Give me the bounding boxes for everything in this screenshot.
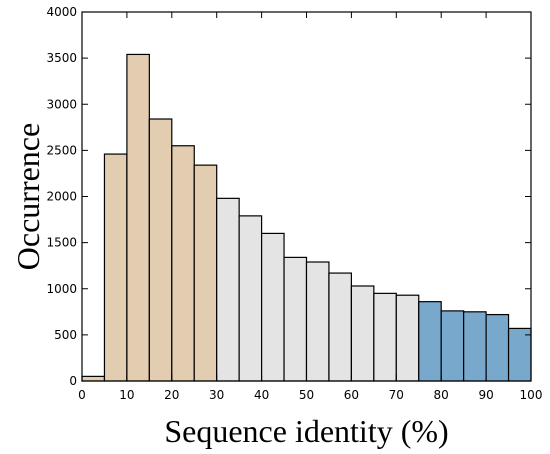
- histogram-bar: [283, 256, 308, 382]
- y-tick-label: 4000: [46, 5, 77, 19]
- x-tick-label: 30: [209, 388, 224, 402]
- x-axis: 0 10 20 30 40 50 60 70 80 90 100: [78, 12, 542, 402]
- y-tick-label: 1500: [46, 236, 77, 250]
- histogram-bar: [328, 272, 353, 382]
- histogram-bar: [261, 232, 285, 382]
- x-tick-label: 0: [78, 388, 86, 402]
- histogram-bar: [103, 153, 128, 382]
- x-tick-label: 10: [119, 388, 134, 402]
- bars-group: [81, 53, 532, 382]
- y-tick-label: 1000: [46, 282, 77, 296]
- y-axis-label: Occurrence: [10, 123, 46, 270]
- histogram-bar: [507, 327, 532, 382]
- x-axis-label: Sequence identity (%): [164, 413, 448, 449]
- y-tick-label: 2500: [46, 143, 77, 157]
- histogram-bar: [463, 311, 487, 382]
- histogram-bar: [373, 292, 397, 382]
- histogram-bar: [418, 301, 442, 382]
- histogram-bar: [216, 197, 240, 382]
- x-tick-label: 50: [299, 388, 314, 402]
- y-tick-label: 3500: [46, 51, 77, 65]
- x-tick-label: 80: [434, 388, 449, 402]
- x-tick-label: 60: [344, 388, 359, 402]
- histogram-bar: [193, 164, 218, 382]
- y-tick-label: 3000: [46, 97, 77, 111]
- histogram-bar: [305, 261, 330, 382]
- histogram-bar: [126, 53, 150, 382]
- y-tick-label: 500: [54, 328, 77, 342]
- y-tick-label: 2000: [46, 190, 77, 204]
- histogram-bar: [350, 285, 375, 382]
- x-tick-label: 20: [164, 388, 179, 402]
- histogram-bar: [238, 215, 263, 382]
- x-tick-label: 40: [254, 388, 269, 402]
- histogram-bar: [171, 145, 195, 382]
- y-axis: 0 500 1000 1500 2000 2500 3000 3500 4000: [46, 5, 531, 388]
- x-tick-label: 100: [520, 388, 543, 402]
- histogram-bar: [148, 118, 173, 382]
- histogram-bar: [485, 313, 510, 382]
- x-tick-label: 70: [389, 388, 404, 402]
- x-tick-label: 90: [478, 388, 493, 402]
- histogram-bar: [440, 310, 465, 382]
- histogram-bar: [395, 294, 420, 382]
- y-tick-label: 0: [69, 374, 77, 388]
- histogram-bar: [81, 375, 106, 382]
